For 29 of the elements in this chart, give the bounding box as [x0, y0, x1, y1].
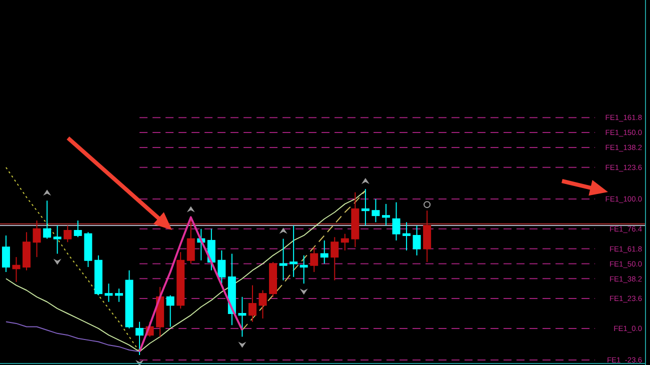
candlestick	[238, 296, 246, 338]
candlestick	[279, 238, 288, 281]
candlestick	[423, 210, 432, 263]
candlestick	[32, 220, 41, 258]
candlestick	[12, 256, 20, 282]
candlestick	[248, 284, 256, 322]
candlestick	[136, 321, 144, 356]
candlestick	[53, 225, 62, 254]
candlestick	[382, 203, 390, 226]
candlestick	[361, 188, 370, 226]
candlestick	[372, 198, 380, 223]
candlestick	[104, 283, 113, 302]
candlestick	[166, 294, 174, 328]
candlestick	[392, 202, 400, 241]
candlestick	[258, 290, 267, 319]
candlestick	[412, 225, 421, 256]
candlestick	[218, 250, 226, 284]
candlestick	[402, 222, 411, 251]
candlestick	[64, 225, 72, 243]
candlestick	[2, 234, 10, 272]
candlestick	[114, 288, 123, 302]
candlestick	[320, 240, 328, 264]
candlestick	[43, 200, 52, 240]
candlestick	[330, 236, 339, 281]
candlestick	[300, 254, 308, 284]
candlestick	[290, 225, 298, 278]
candlestick	[74, 220, 82, 238]
candlestick	[310, 246, 318, 272]
candlestick	[340, 233, 349, 251]
